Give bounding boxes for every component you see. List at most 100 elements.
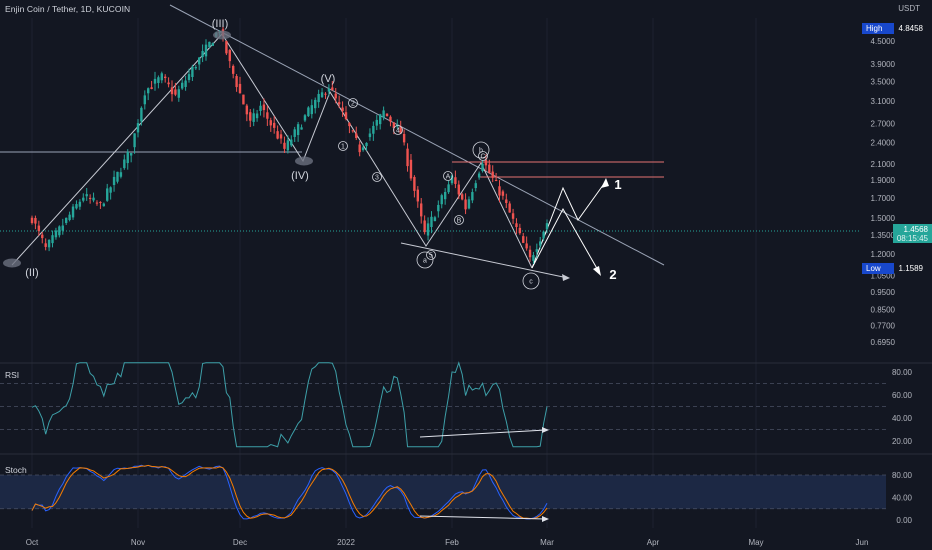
candle-body: [181, 82, 184, 89]
candle-body: [413, 176, 416, 191]
candle-body: [494, 180, 498, 182]
candle-body: [269, 120, 272, 126]
candle-body: [375, 119, 378, 126]
candle-body: [348, 122, 351, 127]
candle-body: [303, 115, 307, 121]
scenario-1-path: [531, 180, 607, 269]
rsi-tick-label: 40.00: [892, 414, 913, 423]
scenario-2-path: [531, 207, 600, 273]
candle-body: [382, 110, 385, 118]
candle-body: [95, 202, 99, 204]
candle-body: [279, 134, 283, 139]
candle-body: [88, 197, 92, 199]
price-tick-label: 1.2000: [871, 250, 896, 259]
price-tick-label: 1.7000: [871, 194, 896, 203]
candle-body: [481, 163, 484, 172]
time-tick-label: Nov: [131, 538, 145, 547]
candle-body: [406, 148, 409, 167]
subwave-label-C: C: [480, 154, 485, 161]
candle-body: [474, 183, 477, 189]
candle-body: [416, 189, 420, 202]
candle-body: [290, 139, 293, 146]
time-tick-label: May: [748, 538, 763, 547]
rsi-tick-label: 20.00: [892, 437, 913, 446]
candle-body: [286, 140, 290, 151]
subwave-label-2-ring: [348, 98, 358, 108]
candle-body: [320, 92, 324, 98]
wave-marker-iii: [213, 30, 231, 40]
stoch-tick-label: 80.00: [892, 471, 913, 480]
time-tick-label: 2022: [337, 538, 355, 547]
wave-c-lower-line: [400, 242, 569, 279]
time-tick-label: Mar: [540, 538, 554, 547]
subwave-label-1-ring: [338, 141, 348, 151]
subwave-label-1: 1: [341, 144, 345, 151]
candle-body: [238, 83, 242, 94]
candle-body: [85, 194, 88, 197]
high-badge-label: High: [866, 24, 882, 33]
scenario-1-arrowhead: [601, 178, 609, 188]
rsi-pane: [0, 361, 886, 448]
wave-label-a: a: [423, 258, 427, 265]
candle-body: [457, 184, 460, 195]
candle-body: [283, 142, 286, 149]
candle-body: [501, 191, 505, 196]
candle-body: [464, 199, 467, 210]
candle-body: [37, 225, 41, 232]
candle-body: [109, 187, 112, 193]
candle-body: [64, 217, 68, 224]
candle-body: [71, 206, 75, 218]
wave-label-b-ring: [472, 141, 490, 159]
last-price-value: 1.4568: [904, 225, 929, 234]
candle-body: [204, 44, 208, 57]
scenario-label-2: 2: [609, 267, 616, 282]
low-badge-bg: [862, 263, 894, 274]
subwave-label-A: A: [446, 174, 451, 181]
candle-body: [402, 134, 406, 143]
subwave-label-3: 3: [375, 175, 379, 182]
price-tick-label: 0.9500: [871, 288, 896, 297]
currency-label: USDT: [898, 4, 920, 13]
symbol-title[interactable]: Enjin Coin / Tether, 1D, KUCOIN: [5, 4, 131, 14]
candle-body: [153, 78, 157, 84]
price-tick-label: 3.1000: [871, 97, 896, 106]
wave-marker-ii: [3, 258, 21, 268]
candle-body: [51, 235, 54, 244]
candle-body: [157, 77, 160, 83]
candle-body: [235, 76, 238, 88]
subwave-label-5-ring: [426, 250, 436, 260]
candle-body: [314, 99, 317, 109]
candle-body: [58, 226, 61, 236]
candle-body: [477, 173, 481, 178]
candle-body: [116, 171, 119, 182]
candle-body: [484, 159, 488, 166]
stoch-d-line: [31, 464, 548, 520]
candle-body: [358, 144, 361, 153]
candle-body: [331, 87, 334, 91]
price-tick-label: 1.0500: [871, 272, 896, 281]
candle-body: [272, 122, 276, 128]
rsi-line: [31, 361, 548, 448]
candle-body: [296, 124, 300, 136]
rsi-divergence-arrowhead: [542, 427, 549, 433]
candle-body: [385, 113, 389, 117]
candle-body: [522, 236, 525, 243]
candle-body: [126, 151, 129, 164]
candle-body: [508, 203, 511, 213]
stoch-divergence-line: [419, 515, 547, 520]
subwave-label-4-ring: [393, 125, 403, 135]
stoch-pane: [0, 464, 886, 522]
candle-body: [317, 93, 320, 103]
candle-body: [242, 94, 245, 105]
candle-body: [160, 73, 163, 81]
candle-body: [194, 66, 197, 69]
candle-body: [515, 223, 518, 228]
candle-body: [61, 225, 64, 231]
candle-body: [44, 243, 47, 247]
time-tick-label: Dec: [233, 538, 247, 547]
subwave-label-4: 4: [396, 128, 400, 135]
candle-body: [355, 133, 358, 139]
price-tick-label: 0.8500: [871, 306, 896, 315]
candle-body: [528, 249, 532, 258]
